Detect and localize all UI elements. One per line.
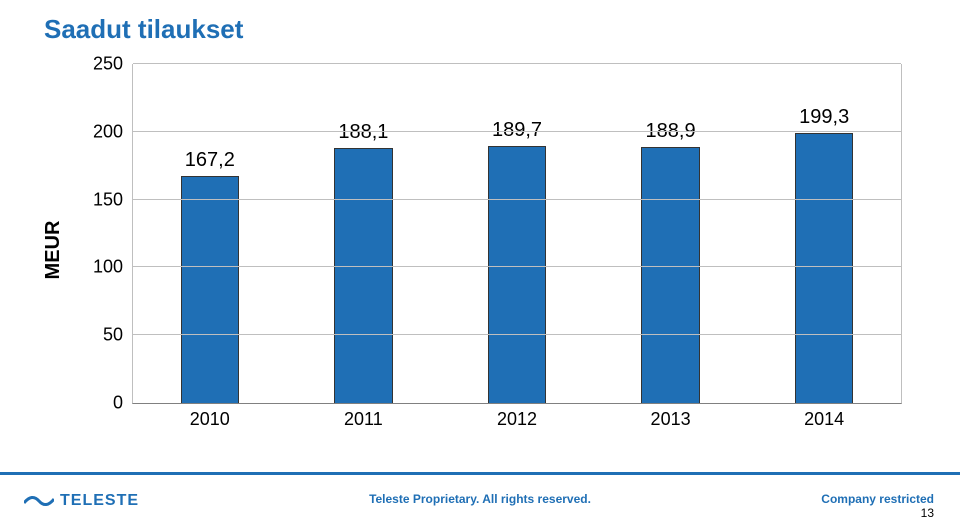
bar-slot: 167,22010 [133, 64, 287, 403]
bar-slot: 189,72012 [440, 64, 594, 403]
grid-line [133, 266, 901, 267]
logo-text: TELESTE [60, 492, 139, 510]
bar-slot: 199,32014 [747, 64, 901, 403]
y-tick-label: 200 [79, 121, 123, 142]
bar [795, 133, 853, 403]
bar-value-label: 167,2 [185, 149, 235, 172]
x-tick-label: 2014 [804, 409, 844, 430]
plot-area: 167,22010188,12011189,72012188,92013199,… [132, 64, 902, 404]
bar-value-label: 188,1 [338, 121, 388, 144]
bar-value-label: 199,3 [799, 106, 849, 129]
company-logo: TELESTE [24, 492, 139, 510]
orders-chart: MEUR 167,22010188,12011189,72012188,9201… [76, 64, 904, 436]
slide-title: Saadut tilaukset [44, 14, 243, 45]
footer-center-text: Teleste Proprietary. All rights reserved… [369, 492, 591, 506]
bar [641, 147, 699, 403]
footer-rule [0, 472, 960, 475]
footer: TELESTE Teleste Proprietary. All rights … [0, 472, 960, 520]
bar [181, 176, 239, 403]
y-tick-label: 0 [79, 393, 123, 414]
x-tick-label: 2010 [190, 409, 230, 430]
y-axis-label: MEUR [42, 221, 65, 280]
logo-mark-icon [24, 493, 54, 509]
x-tick-label: 2012 [497, 409, 537, 430]
bar-slot: 188,92013 [594, 64, 748, 403]
y-tick-label: 150 [79, 189, 123, 210]
grid-line [133, 131, 901, 132]
grid-line [133, 63, 901, 64]
bar-slot: 188,12011 [287, 64, 441, 403]
grid-line [133, 334, 901, 335]
bars-container: 167,22010188,12011189,72012188,92013199,… [133, 64, 901, 403]
bar [488, 146, 546, 403]
footer-right-text: Company restricted [821, 492, 934, 506]
y-tick-label: 100 [79, 257, 123, 278]
bar [334, 148, 392, 403]
x-tick-label: 2011 [344, 409, 383, 430]
grid-line [133, 199, 901, 200]
y-tick-label: 250 [79, 54, 123, 75]
y-tick-label: 50 [79, 325, 123, 346]
x-tick-label: 2013 [651, 409, 691, 430]
page-number: 13 [921, 506, 934, 520]
